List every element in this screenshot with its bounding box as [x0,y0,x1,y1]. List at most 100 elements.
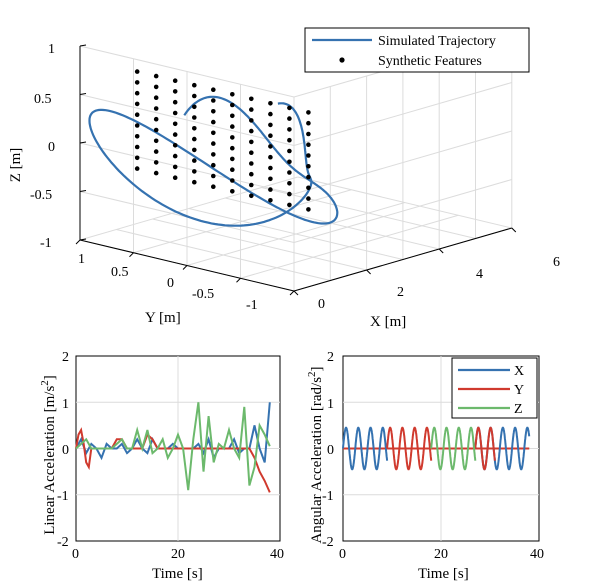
angular-ytick-0: 0 [327,443,334,458]
feature-point [230,92,235,97]
feature-point [134,112,140,117]
z-tick-0.5: 0.5 [34,92,52,107]
linear-series-z [75,402,271,491]
y-tick-0.5: 0.5 [111,265,129,280]
feature-point [287,105,292,111]
grid-floor-y [186,202,405,266]
x-tick-0: 0 [318,297,325,312]
feature-point [153,149,159,154]
feature-point [268,187,273,192]
feature-point [230,113,235,119]
angular-ytick-minus-1: -1 [322,489,334,504]
feature-point [249,118,254,123]
z-tick-mark [79,238,87,241]
feature-point [172,121,178,127]
angular-series [342,426,531,471]
feature-point [134,123,140,128]
feature-point [249,128,254,134]
x-tick-4: 4 [476,267,483,282]
feature-point [134,90,140,96]
feature-point [211,130,216,136]
feature-point [172,164,178,170]
feature-point [192,93,197,99]
y-tick-mark [129,252,134,258]
feature-point [306,174,311,180]
x-tick-mark [293,290,299,296]
feature-point [211,152,216,157]
feature-point [287,202,292,208]
angular-series-z [430,426,477,471]
y-tick-1: 1 [78,252,85,267]
feature-point [211,184,216,189]
x-tick-mark [511,227,517,233]
y-axis-label: Y [m] [145,310,181,326]
feature-point [153,95,159,100]
linear-ytick-minus-1: -1 [57,489,69,504]
feature-point [268,144,273,149]
trajectory-3d-plot: 1 0.5 0 -0.5 -1 1 0.5 0 -0.5 -1 0 2 4 6 … [8,27,560,330]
y-tick-mark [236,277,241,283]
feature-point [192,82,197,88]
feature-point [287,191,292,197]
feature-point [192,158,197,163]
feature-point [230,124,235,129]
feature-point [268,111,273,117]
feature-point [306,153,311,158]
feature-point [230,167,235,172]
feature-point [306,164,311,169]
feature-point [172,132,178,137]
feature-point [249,182,254,188]
feature-point [287,181,292,186]
y-tick-mark [75,239,81,245]
y-tick-mark [182,265,188,270]
feature-point [268,165,273,171]
feature-point [172,89,178,94]
legend-trajectory-label: Simulated Trajectory [378,34,496,49]
feature-point [211,109,216,114]
angular-series-y [474,426,496,471]
angular-ytick-minus-2: -2 [322,535,334,550]
feature-point [287,137,292,143]
feature-point [153,138,159,144]
feature-point [287,148,292,154]
feature-point [211,87,216,92]
grid-floor-y [79,176,298,241]
feature-point [172,143,178,148]
linear-ylabel: Linear Acceleration [m/s2] [39,375,58,535]
x-axis-label: X [m] [370,314,406,330]
x-axis-line [293,227,512,292]
feature-point [153,116,159,122]
feature-point [192,179,197,185]
grid-back-z [293,130,512,195]
linear-series [75,402,271,493]
linear-acceleration-plot: 2 1 0 -1 -2 0 20 40 Time [s] Linear Acce… [39,350,284,582]
feature-point [287,127,292,132]
z-tick-minus-0.5: -0.5 [30,188,52,203]
feature-point [153,160,159,165]
3d-axes [75,44,517,296]
linear-series-x [75,402,271,463]
feature-point [153,84,159,90]
feature-point [306,196,311,201]
feature-point [249,107,254,112]
feature-point [172,110,178,116]
legend-features-swatch [339,57,345,63]
feature-point [306,110,311,115]
feature-point [306,131,311,137]
angular-xtick-40: 40 [530,547,544,562]
feature-point [211,141,216,146]
3d-legend-box [304,27,530,73]
linear-xlabel: Time [s] [152,566,203,582]
feature-point [249,161,254,166]
z-tick-mark [79,93,87,95]
grid-back-z [293,82,512,146]
feature-point [268,101,273,106]
feature-point [134,155,140,161]
angular-xlabel: Time [s] [418,566,469,582]
feature-point [192,136,197,142]
feature-point [172,153,178,159]
feature-point [306,185,311,191]
angular-xtick-0: 0 [339,547,346,562]
x-tick-2: 2 [397,285,404,300]
linear-xtick-0: 0 [72,547,79,562]
